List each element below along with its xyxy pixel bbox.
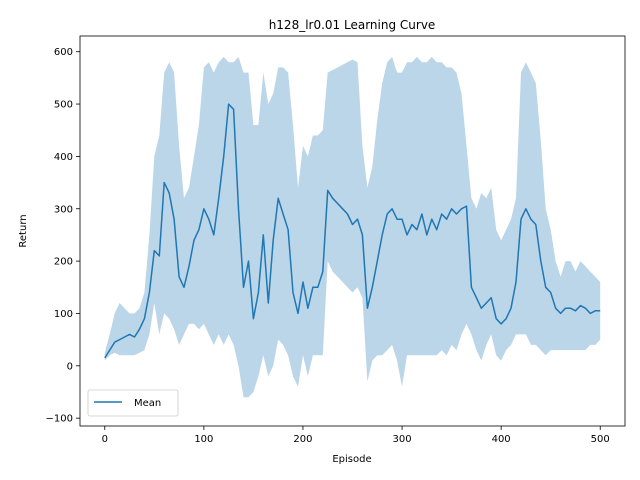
x-axis-title: Episode	[332, 454, 371, 465]
axes-frame	[79, 35, 626, 427]
y-tick-label: 600	[54, 47, 73, 58]
legend-label-mean: Mean	[134, 398, 161, 409]
x-axis: 0 100 200 300 400 500	[102, 426, 610, 445]
legend-box	[87, 389, 179, 417]
x-tick-label: 100	[194, 434, 213, 445]
y-tick-label: 500	[54, 100, 73, 111]
x-tick-label: 200	[293, 434, 312, 445]
y-tick-label: 100	[54, 309, 73, 320]
std-band	[104, 56, 601, 398]
x-tick-label: 400	[492, 434, 511, 445]
y-axis-title: Return	[18, 214, 29, 247]
y-tick-label: −100	[46, 414, 73, 425]
y-tick-label: 300	[54, 204, 73, 215]
chart-title: h128_lr0.01 Learning Curve	[269, 18, 436, 32]
y-tick-label: 0	[67, 361, 73, 372]
x-tick-label: 500	[591, 434, 610, 445]
x-tick-label: 300	[392, 434, 411, 445]
y-tick-label: 200	[54, 257, 73, 268]
x-tick-label: 0	[102, 434, 108, 445]
mean-line	[104, 103, 601, 359]
plot-area	[104, 56, 601, 398]
y-tick-label: 400	[54, 152, 73, 163]
y-axis: −100 0 100 200 300 400 500 600	[46, 47, 80, 425]
legend: Mean	[87, 389, 179, 417]
